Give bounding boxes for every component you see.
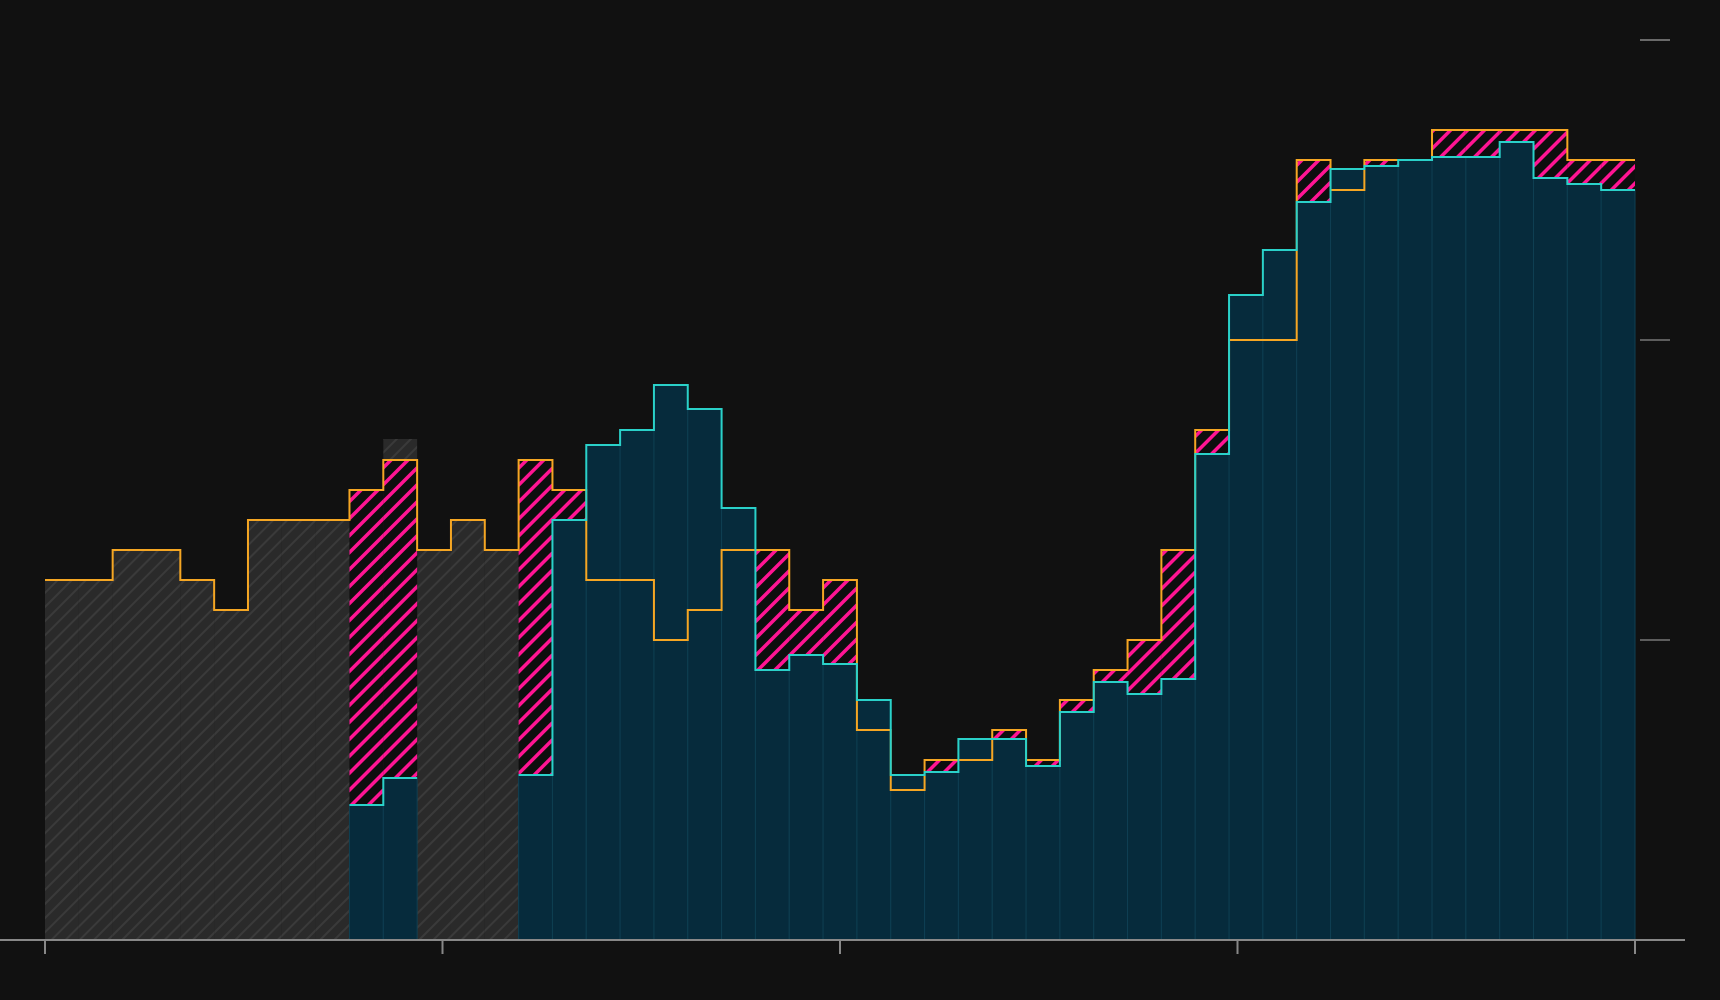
blue-bar (619, 429, 655, 941)
gap-highlight (789, 610, 824, 655)
blue-bar (1160, 678, 1196, 941)
gap-highlight (552, 490, 587, 520)
blue-bar (653, 384, 689, 941)
hatched-bar (45, 580, 79, 940)
hatched-bar (417, 550, 451, 940)
cyan-series-line (349, 777, 418, 806)
blue-bar (1194, 453, 1230, 941)
blue-bar (687, 408, 723, 941)
gap-highlight (1296, 160, 1331, 202)
blue-bar (1431, 156, 1467, 941)
hatched-bar (281, 520, 316, 940)
hatched-bar (315, 520, 350, 940)
gap-highlight (1533, 130, 1568, 178)
gap-highlight (924, 760, 959, 772)
hatched-bar (484, 550, 519, 940)
blue-bar (924, 771, 959, 941)
gap-highlight (1364, 160, 1399, 166)
blue-bar (1025, 765, 1061, 941)
blue-bar (1296, 201, 1332, 941)
blue-bar (1262, 249, 1298, 941)
blue-bar (1059, 711, 1095, 941)
hatched-bar (180, 580, 215, 940)
gap-highlight (349, 490, 384, 805)
blue-bar (382, 777, 418, 941)
blue-bar (585, 444, 621, 941)
gap-highlight (1432, 130, 1466, 157)
blue-bar (1093, 681, 1129, 941)
blue-bar (518, 774, 553, 941)
blue-bar (1127, 693, 1162, 941)
hatched-bar (146, 550, 181, 940)
gap-highlight (1026, 760, 1060, 766)
gap-highlight (1567, 160, 1602, 184)
blue-bar (348, 804, 384, 941)
gap-highlight (1499, 130, 1534, 142)
blue-bar (890, 774, 926, 941)
gap-highlight (1127, 640, 1162, 694)
blue-bar (788, 654, 824, 941)
gap-highlight (992, 730, 1027, 739)
hatched-bar (247, 520, 282, 940)
cyan-series-line (518, 141, 1635, 776)
blue-bar (721, 507, 756, 941)
blue-bar (1499, 141, 1535, 941)
blue-bar (856, 699, 892, 941)
orange-series-line (45, 129, 1635, 791)
hatched-bar (78, 580, 113, 940)
blue-bar (1397, 159, 1433, 941)
gap-highlight (823, 580, 857, 664)
blue-bar (1330, 168, 1365, 941)
blue-bar (1465, 156, 1501, 941)
blue-bar (754, 669, 790, 941)
blue-bar (822, 663, 858, 941)
gap-highlight (1601, 160, 1635, 190)
hatched-bar (112, 550, 147, 940)
blue-bar (1600, 189, 1636, 941)
gap-highlight (1195, 430, 1230, 454)
gap-highlight (1093, 670, 1128, 682)
gap-highlight (1465, 130, 1500, 157)
gap-highlight (383, 460, 418, 778)
blue-bar (1363, 165, 1399, 941)
gap-highlight (755, 550, 790, 670)
blue-bar (991, 738, 1027, 941)
hatched-bar (450, 520, 485, 940)
hatched-bar (214, 610, 248, 940)
blue-bar (1566, 183, 1602, 941)
gap-highlight (1059, 700, 1094, 712)
blue-bar (1533, 177, 1568, 941)
gap-highlight (1161, 550, 1196, 679)
blue-bar (551, 519, 587, 941)
blue-bar (1228, 294, 1264, 941)
gap-highlight (518, 460, 553, 775)
blue-bar (957, 738, 993, 941)
